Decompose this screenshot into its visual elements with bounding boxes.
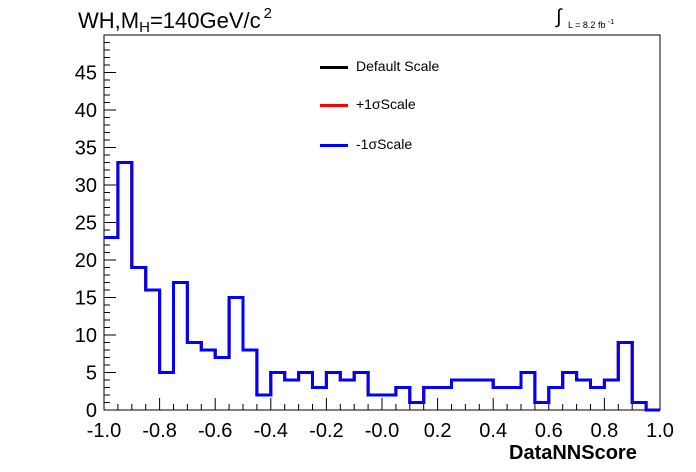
plot-frame <box>103 34 661 411</box>
title-main: WH,M <box>78 8 140 33</box>
title-subscript: H <box>139 19 150 36</box>
x-tick-label: -0.0 <box>365 420 399 442</box>
integral-symbol: ∫ <box>556 6 562 28</box>
title-value: =140GeV/c <box>149 8 261 33</box>
legend-label-plus: +1σScale <box>356 96 416 112</box>
y-tick-label: 30 <box>75 175 97 197</box>
y-tick-label: 10 <box>75 325 97 347</box>
x-tick-label: -1.0 <box>87 420 121 442</box>
x-tick-label: 0.6 <box>535 420 563 442</box>
legend-swatch-plus <box>320 104 348 107</box>
legend-label-minus: -1σScale <box>356 136 413 152</box>
x-tick-label: 0.2 <box>424 420 452 442</box>
x-tick-label: -0.6 <box>198 420 232 442</box>
legend-label-default: Default Scale <box>356 58 440 74</box>
y-tick-label: 40 <box>75 100 97 122</box>
x-tick-label: -0.4 <box>254 420 288 442</box>
y-tick-label: 20 <box>75 250 97 272</box>
legend-swatch-default <box>320 66 348 69</box>
series-lines <box>104 161 660 412</box>
x-tick-label: 0.4 <box>479 420 507 442</box>
x-tick-label: 1.0 <box>646 420 674 442</box>
y-axis: 0 5 10 15 20 25 30 35 40 45 <box>75 34 116 422</box>
title-superscript: 2 <box>263 5 272 22</box>
x-tick-label: -0.2 <box>309 420 343 442</box>
plot-title: WH,MH=140GeV/c 2 <box>78 5 272 36</box>
y-tick-label: 0 <box>86 400 97 422</box>
x-axis-title: DataNNScore <box>509 442 637 464</box>
y-tick-label: 5 <box>86 363 97 385</box>
y-tick-label: 45 <box>75 63 97 85</box>
luminosity-text: L = 8.2 fb <box>568 20 606 30</box>
x-tick-label: 0.8 <box>590 420 618 442</box>
luminosity-superscript: -1 <box>607 19 615 26</box>
y-tick-label: 25 <box>75 213 97 235</box>
x-axis: -1.0 -0.8 -0.6 -0.4 -0.2 -0.0 0.2 0.4 0.6 0.8 1.0 <box>87 398 674 442</box>
x-tick-label: -0.8 <box>142 420 176 442</box>
series-line-2 <box>104 161 660 412</box>
y-tick-label: 15 <box>75 288 97 310</box>
y-tick-label: 35 <box>75 138 97 160</box>
legend-swatch-minus <box>320 144 348 147</box>
